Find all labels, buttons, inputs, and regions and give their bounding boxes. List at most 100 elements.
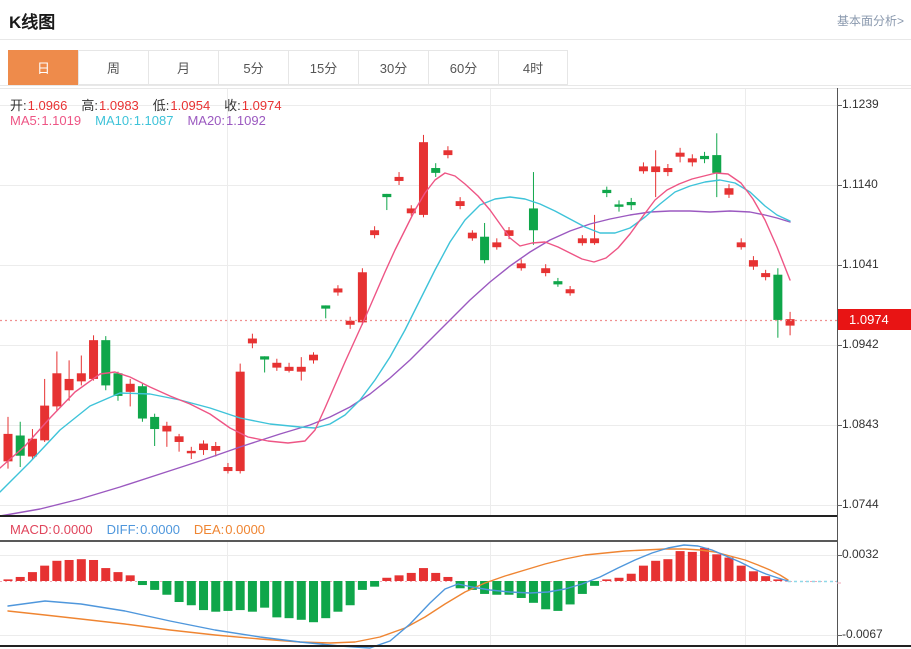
candle-up — [541, 268, 551, 274]
macd-bar — [394, 575, 404, 581]
legend-item: 高:1.0983 — [81, 98, 138, 113]
candle-up — [370, 230, 380, 236]
macd-bar — [663, 559, 673, 581]
tab-period-1[interactable]: 周 — [78, 50, 148, 85]
axis-tick-label: -0.0067 — [842, 627, 883, 641]
legend-item: 收:1.0974 — [224, 98, 281, 113]
tab-period-7[interactable]: 4时 — [498, 50, 568, 85]
macd-bar — [199, 581, 209, 611]
candle-down — [101, 340, 111, 386]
macd-bar — [223, 581, 233, 611]
legend-label: 开: — [10, 98, 27, 113]
legend-label: MACD: — [10, 522, 52, 537]
macd-bar — [113, 572, 123, 581]
candle-up — [162, 425, 172, 432]
ma5-line — [0, 172, 791, 469]
legend-label: 高: — [81, 98, 99, 113]
macd-bar — [284, 581, 294, 619]
candle-up — [651, 166, 661, 173]
candle-up — [272, 362, 282, 368]
macd-bar — [150, 581, 160, 590]
macd-bar — [651, 560, 661, 581]
candle-up — [27, 438, 37, 457]
tab-period-6[interactable]: 60分 — [428, 50, 498, 85]
candle-up — [284, 366, 294, 371]
candle-up — [492, 242, 502, 248]
candle-down — [382, 193, 392, 198]
macd-bar — [3, 579, 13, 581]
candle-up — [406, 208, 416, 214]
macd-bar — [235, 581, 245, 611]
legend-label: 收: — [224, 98, 241, 113]
legend-value: 1.0966 — [27, 98, 68, 113]
macd-bar — [370, 581, 380, 587]
macd-bar — [137, 581, 147, 586]
macd-bar — [321, 581, 331, 619]
axis-tick-label: 1.0843 — [842, 417, 879, 431]
candle-up — [443, 150, 453, 156]
candle-down — [528, 208, 538, 231]
axis-tick-label: 1.1140 — [842, 177, 878, 191]
tab-period-4[interactable]: 15分 — [288, 50, 358, 85]
candle-up — [3, 433, 13, 462]
macd-bar — [541, 581, 551, 610]
candle-up — [761, 273, 771, 278]
legend-label: DIFF: — [106, 522, 140, 537]
macd-bar — [357, 581, 367, 590]
fundamental-analysis-link[interactable]: 基本面分析> — [836, 14, 904, 28]
tab-period-0[interactable]: 日 — [8, 50, 78, 85]
axis-tick-label: 1.1041 — [842, 257, 879, 271]
candle-up — [418, 142, 428, 215]
candle-up — [76, 373, 86, 382]
candle-up — [345, 320, 355, 325]
candle-up — [333, 288, 343, 293]
legend-value: 0.0000 — [225, 522, 266, 537]
macd-bar — [638, 565, 648, 581]
candle-up — [223, 467, 233, 472]
period-tab-bar: 日周月 5分 15分 30分 60分 4时 — [8, 50, 568, 85]
candle-up — [577, 238, 587, 244]
candle-down — [15, 435, 25, 456]
candle-up — [663, 168, 673, 173]
candle-down — [260, 356, 270, 360]
macd-bar — [418, 568, 428, 581]
legend-value: 1.1087 — [133, 113, 174, 128]
candle-up — [125, 383, 135, 392]
tabbar-bottom-border — [0, 85, 911, 86]
macd-bar — [516, 581, 526, 598]
macd-bar — [272, 581, 282, 618]
candle-up — [174, 436, 184, 442]
candle-up — [565, 289, 575, 294]
candle-up — [247, 338, 257, 344]
candle-up — [516, 263, 526, 269]
legend-item: MACD:0.0000 — [10, 522, 93, 537]
tab-period-2[interactable]: 月 — [148, 50, 218, 85]
macd-bar — [174, 581, 184, 603]
macd-bar — [382, 577, 392, 581]
candle-up — [590, 238, 600, 244]
candle-down — [700, 155, 710, 160]
macd-bar — [602, 579, 612, 581]
diff-line — [7, 544, 789, 649]
candle-up — [467, 232, 477, 239]
legend-label: DEA: — [193, 522, 225, 537]
tab-period-5[interactable]: 30分 — [358, 50, 428, 85]
macd-bar — [736, 565, 746, 581]
legend-label: MA5: — [10, 113, 41, 128]
legend-item: MA20:1.1092 — [187, 113, 265, 128]
macd-bar — [76, 559, 86, 581]
tab-period-3[interactable]: 5分 — [218, 50, 288, 85]
macd-bar — [687, 551, 697, 581]
macd-bar — [773, 579, 783, 581]
legend-value: 0.0000 — [140, 522, 180, 537]
candle-up — [296, 366, 306, 372]
candle-up — [186, 450, 196, 454]
legend-label: MA10: — [95, 113, 133, 128]
candle-up — [724, 188, 734, 195]
candle-up — [199, 443, 209, 451]
candle-down — [113, 373, 123, 396]
macd-bar — [15, 576, 25, 581]
legend-value: 1.1019 — [41, 113, 82, 128]
macd-bar — [345, 581, 355, 606]
